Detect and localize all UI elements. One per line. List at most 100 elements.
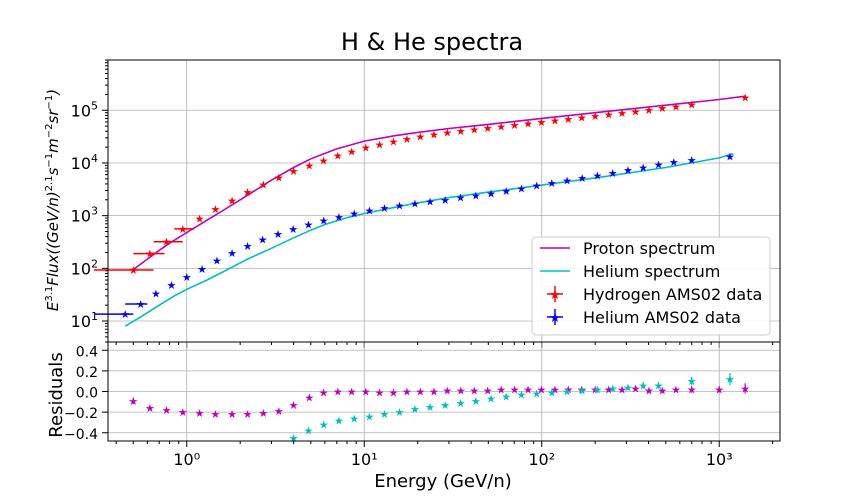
data-point: ★ xyxy=(288,223,298,236)
data-point: ★ xyxy=(365,205,375,218)
svg-text:★: ★ xyxy=(549,288,561,303)
data-point: ★ xyxy=(523,118,533,131)
residual-point: ★ xyxy=(425,401,435,414)
residual-point: ★ xyxy=(440,399,450,412)
data-point: ★ xyxy=(227,247,237,260)
data-point: ★ xyxy=(151,288,161,301)
flux-label-exp5: −1 xyxy=(44,95,55,110)
residual-point: ★ xyxy=(388,387,398,400)
data-point: ★ xyxy=(536,116,546,129)
data-point: ★ xyxy=(657,102,667,115)
data-point: ★ xyxy=(395,200,405,213)
data-point: ★ xyxy=(128,264,138,277)
residual-point: ★ xyxy=(501,391,511,404)
flux-label-exp2: 2.1 xyxy=(44,175,55,191)
residual-point: ★ xyxy=(456,397,466,410)
data-point: ★ xyxy=(483,122,493,135)
residual-point: ★ xyxy=(469,384,479,397)
data-point: ★ xyxy=(563,113,573,126)
data-point: ★ xyxy=(740,91,750,104)
top-series: ★★★★★★★★★★ ★ ★ ★ ★ ★ ★ ★ ★ ★ ★ ★ ★ ★ ★ ★ ★ ★ ★ ★ ★ ★ ★ ★ ★ ★ ★ ★ ★ ★ ★… xyxy=(93,91,750,327)
residual-points-0: ★★ ★ ★ ★ ★ ★ ★ ★ ★ ★★ ★ ★ ★ ★ ★ ★ ★ ★ ★ ★ ★ ★ ★ ★ ★ ★ ★ ★ ★ ★ ★ ★ ★ ★ ★ ★ ★ ★… xyxy=(128,382,750,421)
data-point: ★ xyxy=(212,255,222,268)
legend-proton-label: Proton spectrum xyxy=(583,239,715,258)
residual-point: ★ xyxy=(349,412,359,425)
series-line-0 xyxy=(132,95,746,271)
residual-point: ★ xyxy=(536,383,546,396)
data-point: ★ xyxy=(402,133,412,146)
residual-point: ★ xyxy=(687,375,697,388)
x-tick-label-3: 10³ xyxy=(706,450,733,469)
data-point: ★ xyxy=(333,150,343,163)
data-point: ★ xyxy=(608,167,618,180)
flux-label-exp4: −2 xyxy=(44,123,55,138)
data-point: ★ xyxy=(562,174,572,187)
data-point: ★ xyxy=(590,110,600,123)
data-point: ★ xyxy=(547,177,557,190)
data-point: ★ xyxy=(532,180,542,193)
residual-point: ★ xyxy=(590,383,600,396)
x-axis-label: Energy (GeV/n) xyxy=(374,471,512,492)
legend-helium-label: Helium spectrum xyxy=(583,262,720,281)
data-point: ★ xyxy=(349,207,359,220)
residuals-axis-label: Residuals xyxy=(46,352,67,437)
residual-point: ★ xyxy=(623,381,633,394)
data-point: ★ xyxy=(319,154,329,167)
data-point: ★ xyxy=(319,214,329,227)
data-point: ★ xyxy=(496,120,506,133)
bottom-y-tick-label-0: 0.4 xyxy=(76,344,98,360)
data-point: ★ xyxy=(195,213,205,226)
flux-axis-label: E3.1Flux((GeV/n)2.1s−1m−2sr−1) xyxy=(44,89,62,311)
data-point: ★ xyxy=(380,202,390,215)
data-point: ★ xyxy=(334,211,344,224)
data-point: ★ xyxy=(644,104,654,117)
residual-point: ★ xyxy=(429,386,439,399)
top-grid xyxy=(108,60,780,342)
residual-point: ★ xyxy=(128,395,138,408)
data-point: ★ xyxy=(593,169,603,182)
x-tick-label-1: 10¹ xyxy=(351,450,378,469)
residual-point: ★ xyxy=(442,384,452,397)
residual-point: ★ xyxy=(563,383,573,396)
residual-point: ★ xyxy=(145,402,155,415)
flux-label-m: m xyxy=(44,138,62,153)
data-point: ★ xyxy=(725,151,735,164)
data-point: ★ xyxy=(456,192,466,205)
flux-label-sr: sr xyxy=(44,109,62,124)
residual-point: ★ xyxy=(547,387,557,400)
bottom-y-tick-label-4: −0.4 xyxy=(64,427,98,443)
residual-point: ★ xyxy=(319,419,329,432)
data-point: ★ xyxy=(410,198,420,211)
data-point: ★ xyxy=(687,98,697,111)
residual-point: ★ xyxy=(577,384,587,397)
residual-point: ★ xyxy=(725,373,735,386)
legend-box xyxy=(531,236,771,336)
data-point: ★ xyxy=(258,179,268,192)
residual-point: ★ xyxy=(162,404,172,417)
flux-label-close: ) xyxy=(44,89,62,96)
data-point: ★ xyxy=(425,196,435,209)
data-point: ★ xyxy=(182,271,192,284)
legend-hydrogen-data-swatch: ★ xyxy=(547,286,563,303)
data-point: ★ xyxy=(577,111,587,124)
residual-point: ★ xyxy=(657,384,667,397)
data-point: ★ xyxy=(289,165,299,178)
flux-label-exp1: 3.1 xyxy=(44,286,55,302)
data-point: ★ xyxy=(227,194,237,207)
bottom-grid xyxy=(108,342,780,441)
legend-helium-data-label: Helium AMS02 data xyxy=(583,308,741,327)
data-point: ★ xyxy=(638,162,648,175)
series-points-2: ★ ★ ★ ★ ★ ★ ★ ★ ★ ★ ★ ★ ★ ★ ★ ★ ★ ★ ★ ★ ★ ★ ★ ★ ★ ★ ★ ★ ★ ★ ★ ★ ★ ★ ★ ★ ★ ★ ★ ★… xyxy=(93,91,750,277)
residual-point: ★ xyxy=(631,382,641,395)
data-point: ★ xyxy=(623,164,633,177)
data-point: ★ xyxy=(687,154,697,167)
data-point: ★ xyxy=(440,194,450,207)
residual-point: ★ xyxy=(486,393,496,406)
residual-point: ★ xyxy=(604,383,614,396)
data-point: ★ xyxy=(550,114,560,127)
data-point: ★ xyxy=(442,127,452,140)
residual-point: ★ xyxy=(562,386,572,399)
data-point: ★ xyxy=(197,263,207,276)
data-point: ★ xyxy=(243,186,253,199)
